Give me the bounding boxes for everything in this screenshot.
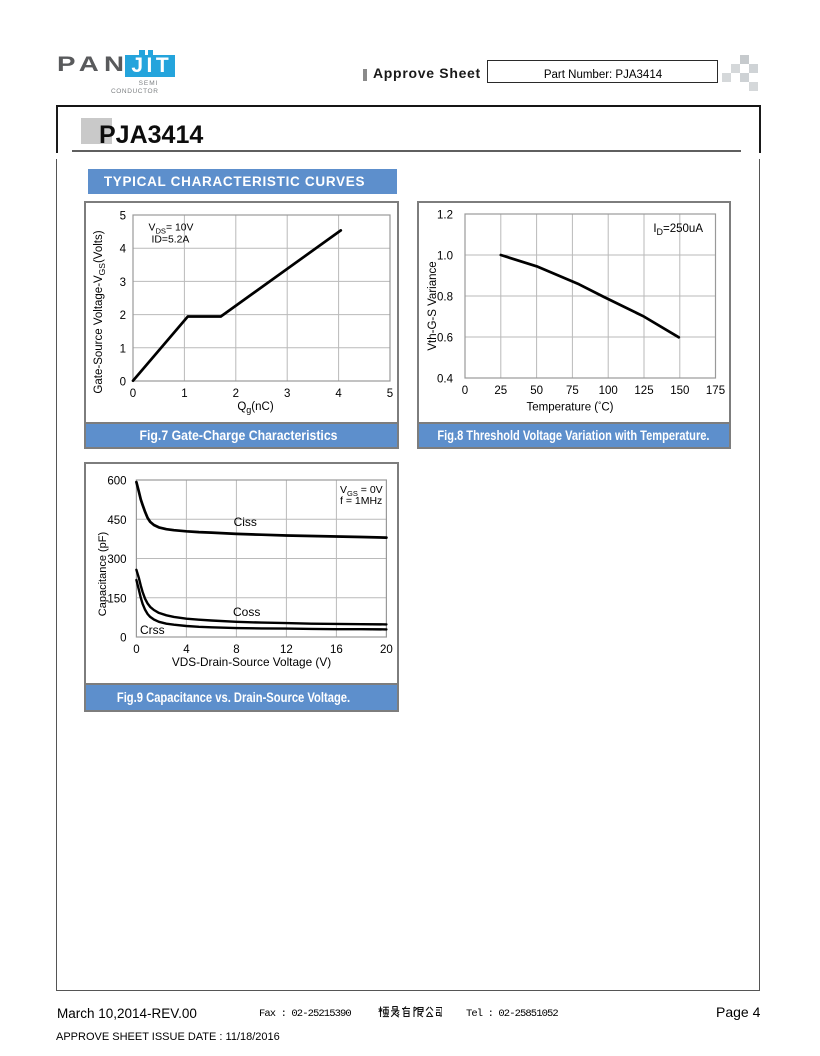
svg-text:1: 1: [181, 388, 187, 400]
svg-text:125: 125: [634, 385, 653, 397]
svg-text:25: 25: [494, 385, 507, 397]
svg-text:0: 0: [120, 633, 126, 645]
svg-text:2: 2: [233, 388, 239, 400]
svg-text:ID=250uA: ID=250uA: [653, 223, 703, 237]
svg-text:Crss: Crss: [140, 623, 165, 637]
svg-text:600: 600: [107, 476, 126, 488]
svg-text:175: 175: [706, 385, 725, 397]
svg-text:0.8: 0.8: [437, 292, 453, 304]
svg-text:0: 0: [130, 388, 136, 400]
svg-text:150: 150: [670, 385, 689, 397]
svg-text:VDS-Drain-Source Voltage (V): VDS-Drain-Source Voltage (V): [172, 655, 331, 669]
svg-text:0: 0: [133, 644, 139, 656]
svg-text:4: 4: [183, 644, 190, 656]
svg-text:150: 150: [107, 593, 126, 605]
svg-text:Temperature (°C): Temperature (°C): [527, 401, 614, 414]
svg-text:Ciss: Ciss: [234, 515, 257, 529]
svg-text:Vth-G-S Variance: Vth-G-S Variance: [427, 261, 439, 350]
svg-text:1: 1: [120, 343, 126, 355]
svg-text:Capacitance (pF): Capacitance (pF): [97, 532, 109, 616]
svg-text:20: 20: [380, 644, 393, 656]
svg-text:Coss: Coss: [233, 605, 260, 619]
svg-text:8: 8: [233, 644, 239, 656]
svg-text:4: 4: [120, 244, 127, 256]
svg-text:5: 5: [120, 211, 126, 223]
svg-text:450: 450: [107, 515, 126, 527]
svg-text:f = 1MHz: f = 1MHz: [340, 495, 382, 507]
svg-text:50: 50: [530, 385, 543, 397]
svg-text:300: 300: [107, 554, 126, 566]
svg-text:0.6: 0.6: [437, 333, 453, 345]
svg-text:75: 75: [566, 385, 579, 397]
svg-text:0.4: 0.4: [437, 374, 454, 386]
svg-text:Gate-Source Voltage-VGS(Volts): Gate-Source Voltage-VGS(Volts): [93, 230, 107, 393]
svg-text:0: 0: [120, 377, 126, 389]
svg-text:4: 4: [335, 388, 342, 400]
svg-text:5: 5: [387, 388, 393, 400]
svg-text:Qg(nC): Qg(nC): [237, 401, 273, 415]
svg-text:3: 3: [120, 277, 126, 289]
svg-text:ID=5.2A: ID=5.2A: [152, 235, 190, 246]
svg-text:1.0: 1.0: [437, 251, 453, 263]
svg-text:0: 0: [462, 385, 468, 397]
svg-text:100: 100: [599, 385, 618, 397]
svg-text:16: 16: [330, 644, 343, 656]
svg-text:2: 2: [120, 310, 126, 322]
svg-text:3: 3: [284, 388, 290, 400]
svg-text:1.2: 1.2: [437, 210, 453, 222]
svg-text:12: 12: [280, 644, 293, 656]
svg-text:VDS= 10V: VDS= 10V: [149, 223, 194, 236]
